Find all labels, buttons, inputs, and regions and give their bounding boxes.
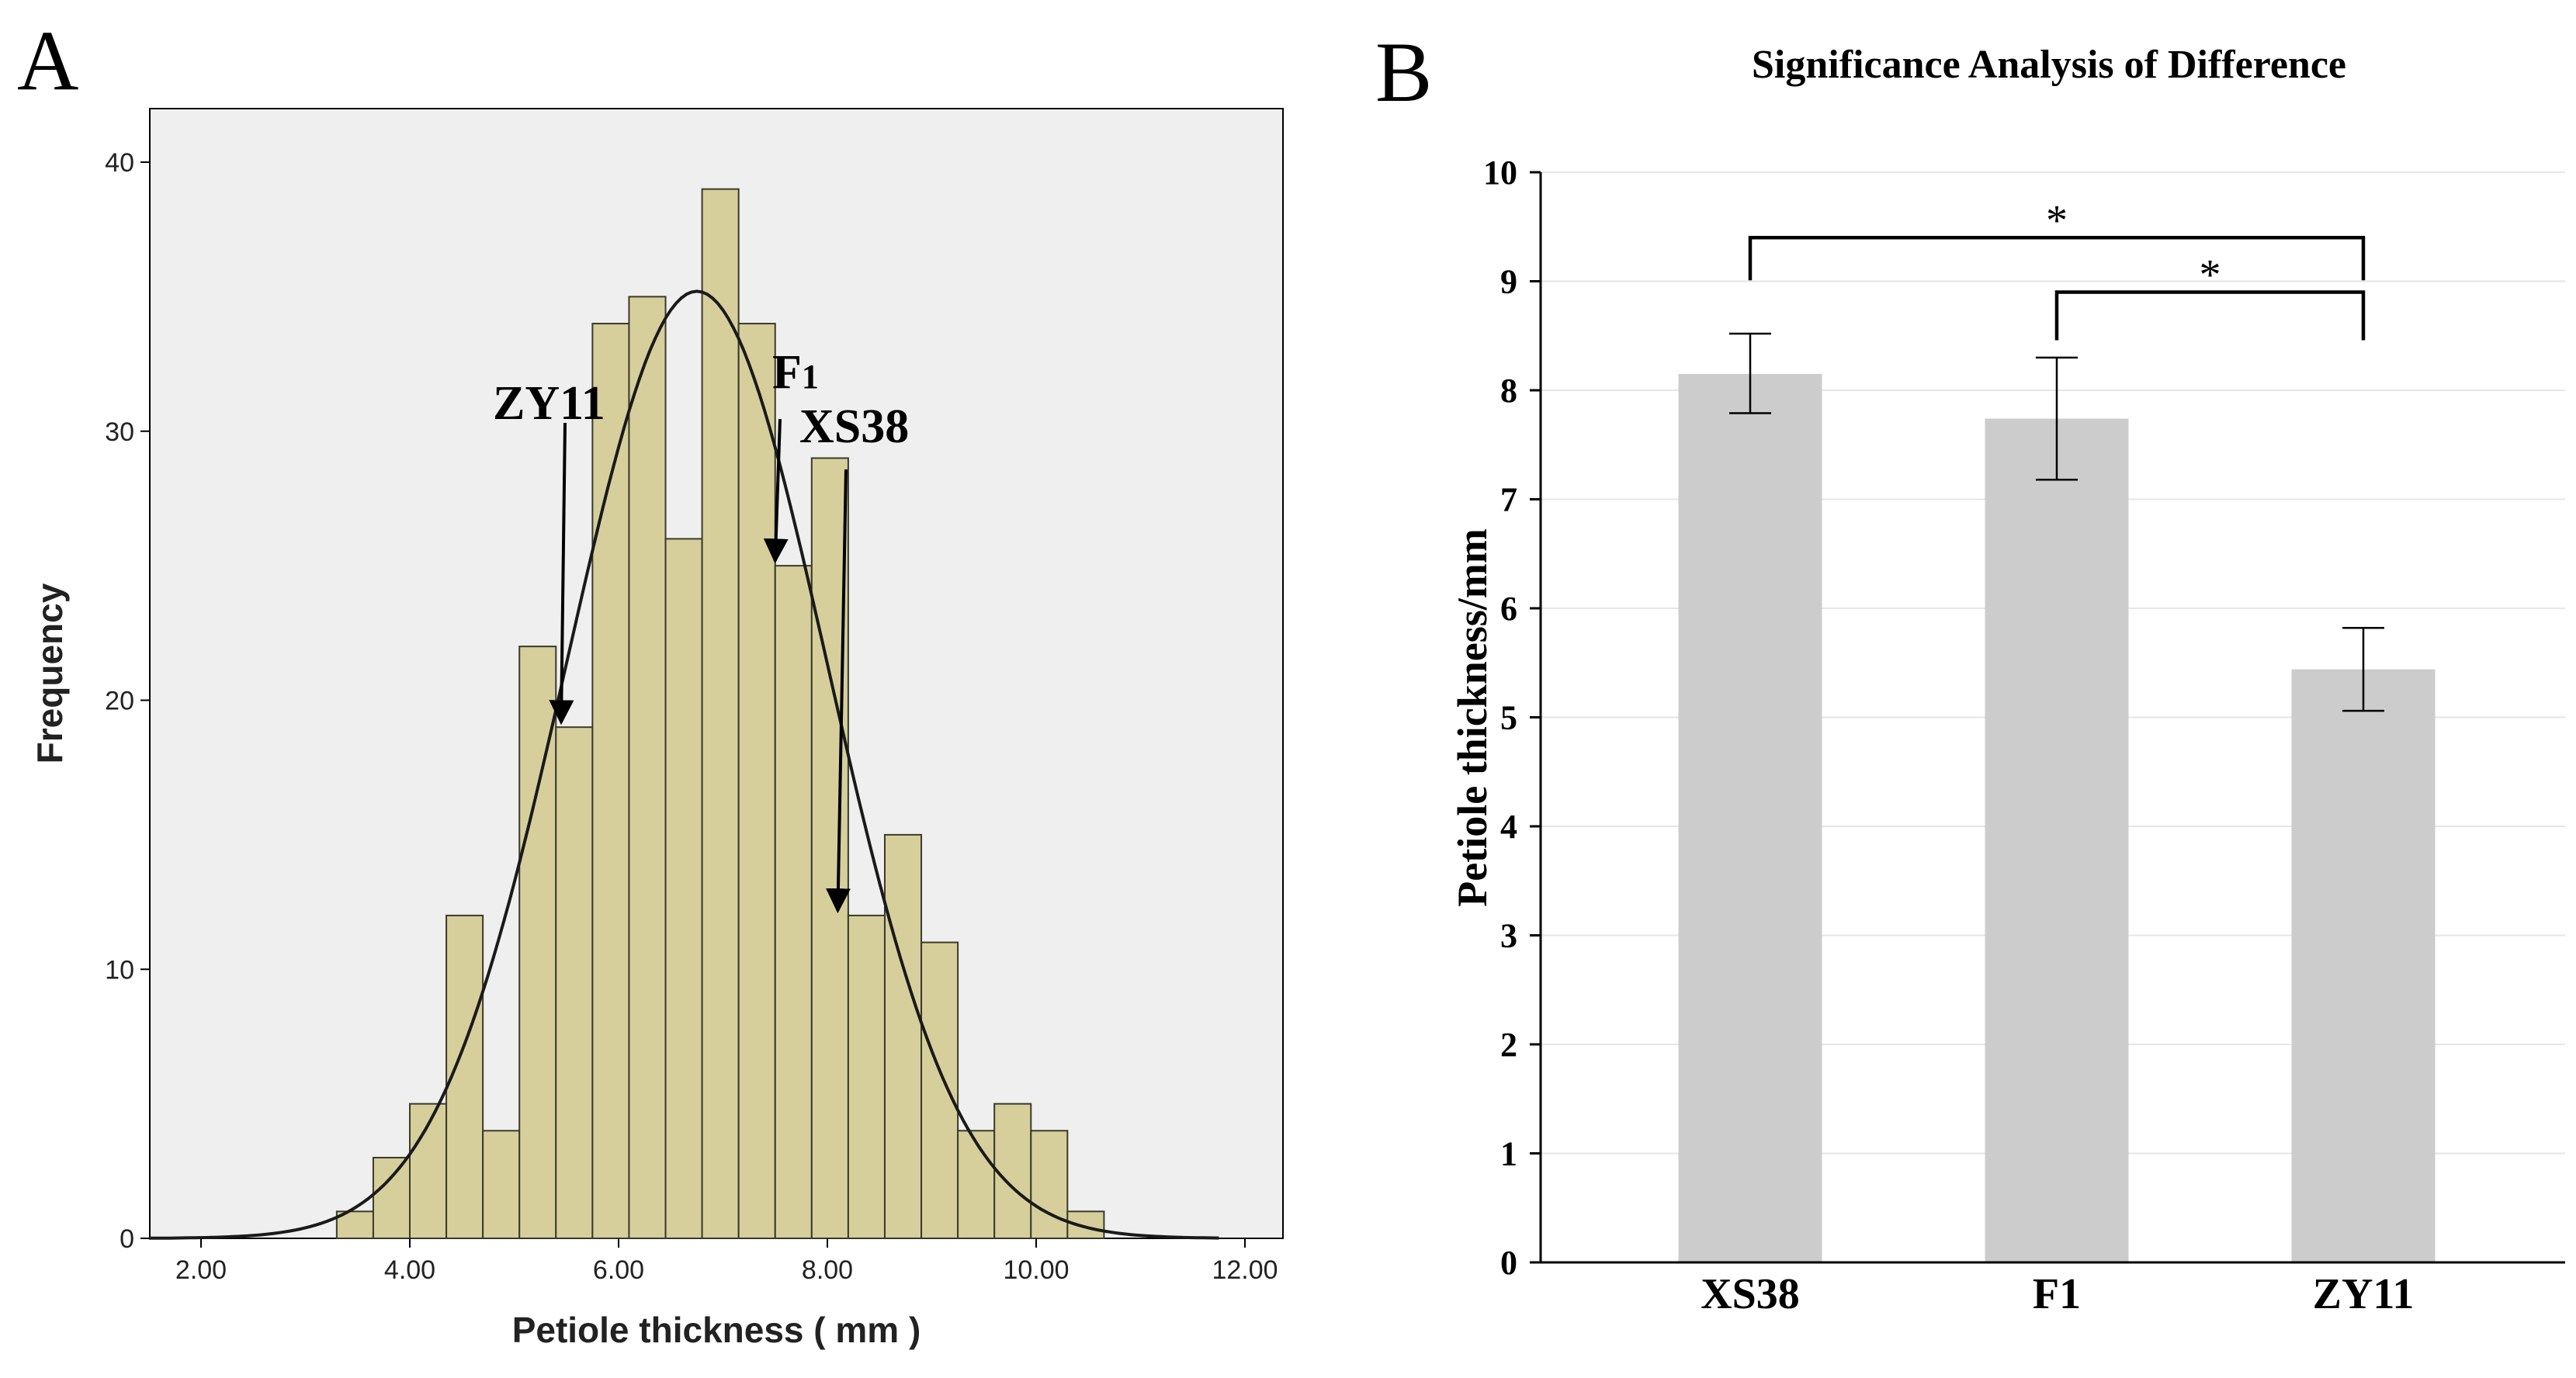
y-tick-label: 10 [105, 955, 134, 985]
annotation-xs38: XS38 [799, 400, 909, 453]
bar-zy11 [2291, 669, 2436, 1262]
histogram-bar [774, 565, 813, 1239]
significance-star: * [2046, 196, 2068, 244]
panel-label-a: A [17, 13, 78, 108]
significance-bracket [2054, 290, 2366, 341]
histogram-bar [993, 1103, 1032, 1239]
histogram-bars [335, 188, 1105, 1240]
error-bars [1729, 332, 2384, 712]
histogram-panel: A 2.00 4.00 6.00 8.00 10.00 12.00 0 10 20 30 40 ZY… [17, 13, 1284, 1350]
bar-chart-axes: 0 1 2 3 4 5 6 7 8 9 10 XS38 F1 ZY11 [1483, 154, 2565, 1318]
y-tick-label: 20 [105, 687, 134, 716]
histogram-bar [518, 646, 557, 1239]
histogram-bar [847, 914, 886, 1240]
y-axis-label: Frequency [29, 583, 70, 763]
x-tick-label: XS38 [1701, 1270, 1800, 1318]
significance-star: * [2200, 251, 2221, 299]
bar-xs38 [1678, 373, 1822, 1262]
histogram-bar [920, 941, 959, 1239]
histogram-bar [1030, 1130, 1069, 1240]
histogram-bar [372, 1156, 411, 1239]
y-tick-label: 40 [105, 148, 134, 178]
annotation-subscript: 1 [802, 358, 819, 396]
bar-series [1678, 373, 2436, 1262]
x-axis-label: Petiole thickness ( mm ) [512, 1310, 921, 1350]
y-axis-label: Petiole thickness/mm [1449, 528, 1496, 906]
annotation-zy11: ZY11 [493, 377, 605, 430]
histogram-bar [482, 1130, 521, 1240]
y-tick-label: 0 [1500, 1244, 1517, 1282]
x-tick-label: 6.00 [593, 1255, 644, 1285]
annotation-arrow [763, 418, 789, 564]
y-tick-label: 7 [1500, 481, 1517, 519]
histogram-bar [664, 538, 703, 1239]
x-tick-label: 2.00 [175, 1255, 227, 1285]
histogram-bar [701, 188, 740, 1239]
histogram-bar [810, 457, 849, 1239]
histogram-bar [591, 323, 630, 1239]
y-tick-label: 3 [1500, 917, 1517, 955]
histogram-axes: 2.00 4.00 6.00 8.00 10.00 12.00 0 10 20 30 40 [105, 148, 1278, 1285]
histogram-bar [628, 296, 667, 1239]
x-tick-label: ZY11 [2313, 1270, 2415, 1318]
x-tick-label: 10.00 [1003, 1255, 1069, 1285]
significance-brackets: ** [1748, 196, 2366, 341]
y-tick-label: 5 [1500, 699, 1517, 737]
y-tick-label: 30 [105, 417, 134, 447]
bar-f1 [1985, 418, 2129, 1262]
bar-chart-panel: B Significance Analysis of Difference **… [1375, 25, 2565, 1318]
y-tick-label: 8 [1500, 372, 1517, 410]
x-tick-label: F1 [2033, 1270, 2081, 1318]
y-tick-label: 10 [1483, 154, 1517, 192]
panel-label-b: B [1375, 25, 1432, 119]
y-tick-label: 2 [1500, 1026, 1517, 1064]
y-tick-label: 0 [120, 1224, 134, 1254]
x-tick-label: 8.00 [802, 1255, 853, 1285]
x-tick-label: 12.00 [1212, 1255, 1278, 1285]
histogram-bar [737, 323, 776, 1239]
y-tick-label: 6 [1500, 590, 1517, 628]
significance-bracket [1748, 236, 2366, 281]
chart-title: Significance Analysis of Difference [1752, 43, 2346, 87]
histogram-bar [957, 1130, 996, 1240]
histogram-bar [883, 833, 923, 1239]
y-tick-label: 4 [1500, 808, 1517, 846]
annotation-arrow [549, 422, 574, 725]
normal-curve [148, 289, 1219, 1240]
histogram-bar [555, 726, 594, 1239]
annotation-arrow [825, 469, 851, 914]
y-tick-label: 1 [1500, 1135, 1517, 1173]
y-tick-label: 9 [1500, 263, 1517, 301]
x-tick-label: 4.00 [384, 1255, 435, 1285]
